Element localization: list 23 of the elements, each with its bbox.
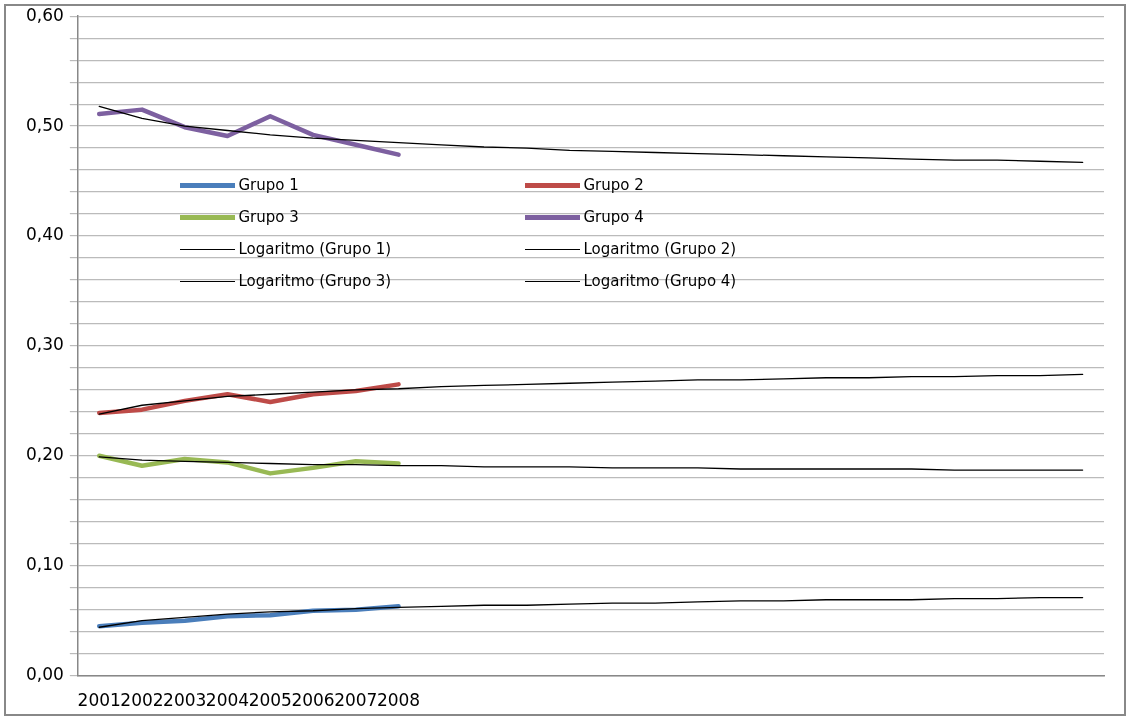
y-tick-label: 0,00 (25, 664, 64, 685)
legend-label: Grupo 2 (583, 176, 644, 195)
x-tick-label: 2003 (163, 690, 207, 711)
legend-label: Logaritmo (Grupo 1) (238, 240, 392, 259)
y-tick-label: 0,40 (25, 224, 64, 245)
x-tick-label: 2006 (291, 690, 335, 711)
x-tick-label: 2008 (376, 690, 421, 711)
y-tick-label: 0,30 (25, 334, 64, 355)
x-tick-label: 2007 (334, 690, 378, 711)
legend-label: Logaritmo (Grupo 2) (583, 240, 737, 259)
x-tick-label: 2002 (120, 690, 164, 711)
y-tick-label: 0,10 (25, 554, 64, 575)
y-tick-label: 0,50 (25, 114, 64, 135)
x-tick-label: 2001 (77, 690, 121, 711)
legend-label: Grupo 3 (238, 208, 299, 227)
y-tick-label: 0,20 (25, 444, 64, 465)
y-tick-label: 0,60 (25, 4, 64, 25)
legend-label: Logaritmo (Grupo 3) (238, 272, 392, 291)
x-tick-label: 2004 (205, 690, 250, 711)
legend-label: Logaritmo (Grupo 4) (583, 272, 737, 291)
legend-label: Grupo 1 (238, 176, 299, 195)
x-tick-label: 2005 (248, 690, 292, 711)
legend-label: Grupo 4 (583, 208, 644, 227)
